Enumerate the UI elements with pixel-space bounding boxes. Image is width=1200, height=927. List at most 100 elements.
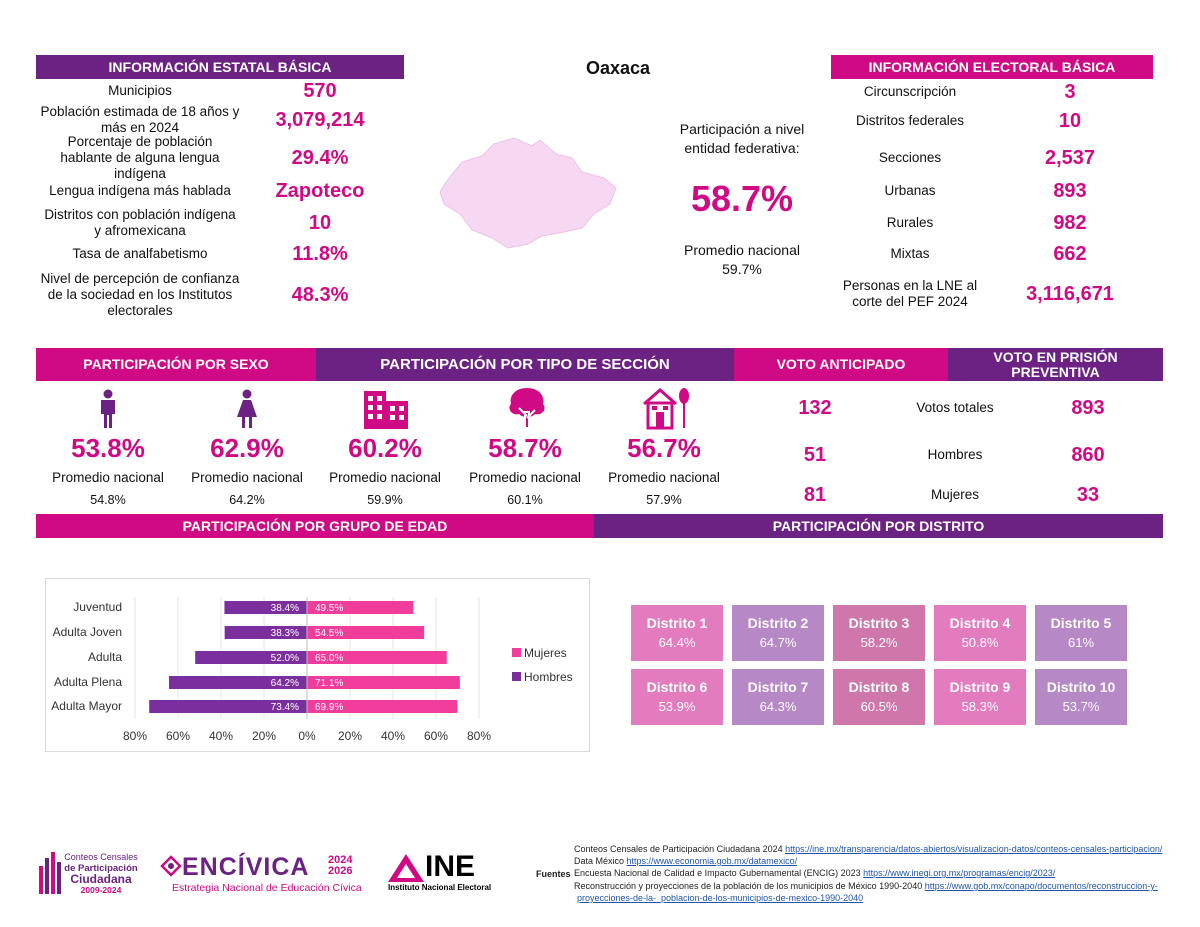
chart-bar-hombres [168,676,307,689]
fuente-text: Conteos Censales de Participación Ciudad… [574,844,786,854]
chart-data-label-hombres: 38.3% [271,628,299,639]
estatal-row-label: Población estimada de 18 años y más en 2… [40,104,240,135]
stat-nacional-value: 59.9% [367,493,403,507]
distrito-value: 58.2% [860,635,898,650]
stat-nacional-value: 64.2% [229,493,265,507]
chart-category-label: Adulta Joven [53,625,122,639]
distrito-value: 64.3% [759,699,797,714]
age-group-chart: 80% 60% 40% 20% 0% 20% 40% 60% 80% Juventud 38.4% 4… [45,578,590,752]
distrito-name: Distrito 7 [747,679,809,695]
chart-category-label: Juventud [73,600,122,614]
ine-logo-icon [388,854,424,882]
distrito-name: Distrito 6 [646,679,708,695]
estatal-row-value: 10 [308,211,332,234]
chart-bar-hombres [224,626,307,639]
estatal-row-value: 48.3% [291,283,349,306]
woman-icon [237,389,257,428]
electoral-row-value: 662 [1053,242,1087,265]
anticipado-header: VOTO ANTICIPADO [734,348,948,381]
distrito-name: Distrito 4 [949,615,1011,631]
prision-header: VOTO EN PRISIÓN PREVENTIVA [948,348,1163,381]
distrito-value: 53.7% [1062,699,1100,714]
distrito-value: 64.4% [658,635,696,650]
stat-promedio-label: Promedio nacional [608,470,720,485]
conteos-logo-line3: Ciudadana [70,872,132,886]
distrito-card: Distrito 8 60.5% [833,669,925,725]
chart-data-label-mujeres: 54.5% [315,628,343,639]
conteos-logo-icon [39,852,61,894]
distrito-name: Distrito 5 [1050,615,1112,631]
estatal-row-label: Lengua indígena más hablada [49,183,231,198]
fuente-line: Data México https://www.economia.gob.mx/… [574,855,1194,868]
tipo-header: PARTICIPACIÓN POR TIPO DE SECCIÓN [316,348,734,381]
distrito-value: 50.8% [961,635,999,650]
chart-category-label: Adulta Plena [54,675,122,689]
chart-bar-hombres [149,700,307,713]
fuente-link[interactable]: https://www.inegi.org.mx/programas/encig… [863,868,1056,878]
voto-row-label: Hombres [927,447,983,462]
distrito-card: Distrito 5 61% [1035,605,1127,661]
electoral-row-value: 3,116,671 [1026,282,1114,305]
chart-tick-label: 80% [467,729,491,743]
fuente-link[interactable]: proyecciones-de-la-_poblacion-de-los-mun… [577,893,864,903]
chart-bar-hombres [195,651,307,664]
voto-anticipado-value: 132 [798,396,832,419]
chart-bar-hombres [224,601,307,614]
estatal-row-label: Tasa de analfabetismo [72,246,208,261]
ine-logo-text: INE [425,850,476,883]
fuente-link[interactable]: https://ine.mx/transparencia/datos-abier… [785,844,1163,854]
stat-nacional-value: 57.9% [646,493,682,507]
stat-value: 60.2% [348,433,422,463]
estatal-row-label: Porcentaje de población hablante de algu… [60,134,220,181]
conteos-logo-line1: Conteos Censales [64,852,138,862]
legend-label-hombres: Hombres [524,670,573,684]
encivica-logo-years: 2024 2026 [328,855,352,877]
distrito-card: Distrito 4 50.8% [934,605,1026,661]
edad-header: PARTICIPACIÓN POR GRUPO DE EDAD [36,514,594,538]
electoral-header: INFORMACIÓN ELECTORAL BÁSICA [831,55,1153,79]
distrito-name: Distrito 10 [1046,679,1116,695]
fuente-text: Data México [574,856,627,866]
chart-bar-mujeres [307,626,425,639]
voto-anticipado-value: 51 [803,443,827,466]
legend-label-mujeres: Mujeres [524,646,567,660]
electoral-row-label: Distritos federales [855,113,965,128]
electoral-row-label: Secciones [878,150,942,165]
fuente-line: Conteos Censales de Participación Ciudad… [574,843,1194,856]
stat-value: 53.8% [71,433,145,463]
stat-value: 58.7% [488,433,562,463]
stat-promedio-label: Promedio nacional [52,470,164,485]
stat-value: 56.7% [627,433,701,463]
distrito-card: Distrito 6 53.9% [631,669,723,725]
estatal-row-value: Zapoteco [275,179,365,202]
distrito-value: 64.7% [759,635,797,650]
chart-bar-mujeres [307,676,460,689]
chart-data-label-mujeres: 49.5% [315,603,343,614]
man-icon [101,389,115,428]
stat-promedio-label: Promedio nacional [191,470,303,485]
fuente-link[interactable]: https://www.gob.mx/conapo/documentos/rec… [924,881,1158,891]
conteos-logo-line2: de Participación [64,863,138,874]
electoral-row-label: Rurales [886,215,934,230]
distrito-card: Distrito 3 58.2% [833,605,925,661]
chart-tick-label: 40% [381,729,405,743]
chart-tick-label: 20% [338,729,362,743]
encivica-year-start: 2024 [328,854,353,866]
chart-data-label-mujeres: 65.0% [315,653,343,664]
ine-logo-sub: Instituto Nacional Electoral [388,883,492,892]
voto-anticipado-value: 81 [803,483,827,506]
distrito-card: Distrito 9 58.3% [934,669,1026,725]
chart-tick-label: 40% [209,729,233,743]
encivica-year-end: 2026 [328,865,353,877]
electoral-row-value: 893 [1053,179,1087,202]
estatal-row-label: Distritos con población indígena y afrom… [44,207,236,238]
fuente-text: Encuesta Nacional de Calidad e Impacto G… [574,868,864,878]
conteos-logo-text: Conteos Censales de Participación Ciudad… [62,852,140,896]
electoral-row-value: 2,537 [1044,146,1096,169]
stat-nacional-value: 54.8% [90,493,126,507]
distrito-name: Distrito 2 [747,615,809,631]
voto-row-label: Mujeres [930,487,979,502]
tree-icon [509,388,545,429]
voto-prision-value: 860 [1071,443,1105,466]
fuente-link[interactable]: https://www.economia.gob.mx/datamexico/ [626,856,798,866]
